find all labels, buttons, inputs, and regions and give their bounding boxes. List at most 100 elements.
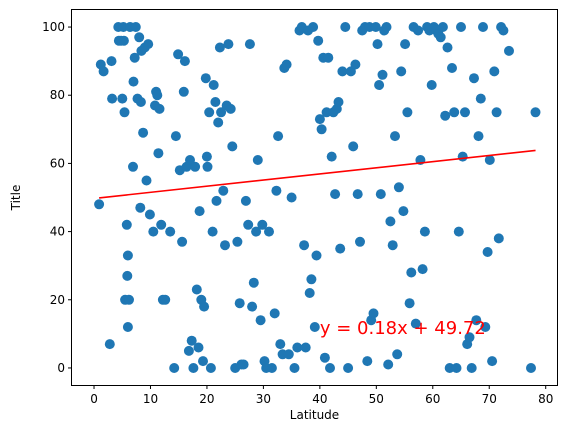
data-point — [211, 195, 222, 206]
regression-line — [99, 149, 536, 199]
data-point — [480, 322, 491, 332]
data-point — [426, 80, 437, 90]
data-point — [198, 356, 208, 367]
data-point — [122, 250, 133, 261]
data-point — [204, 107, 215, 118]
data-point — [213, 117, 224, 128]
data-point — [333, 97, 344, 107]
data-point — [368, 308, 379, 319]
data-point — [134, 32, 145, 43]
data-point — [128, 76, 139, 87]
x-tick-label: 40 — [312, 392, 327, 406]
data-point — [306, 274, 317, 285]
data-point — [152, 90, 163, 101]
y-tick-label: 100 — [42, 20, 65, 34]
y-axis-label: Title — [9, 185, 23, 212]
data-point — [190, 161, 201, 172]
data-point — [156, 219, 167, 230]
data-point — [406, 267, 417, 278]
data-point — [144, 209, 155, 220]
data-point — [348, 141, 359, 152]
data-point — [207, 226, 218, 237]
x-tick-label: 30 — [256, 392, 271, 406]
data-point — [309, 322, 320, 332]
x-tick-label: 20 — [199, 392, 214, 406]
data-point — [273, 131, 284, 142]
data-point — [457, 151, 468, 162]
data-point — [453, 226, 464, 237]
data-point — [199, 301, 210, 312]
data-point — [264, 226, 274, 237]
data-point — [325, 363, 335, 373]
data-point — [385, 216, 396, 227]
data-point — [456, 22, 466, 32]
data-point — [300, 342, 311, 353]
data-point — [281, 59, 292, 70]
data-point — [269, 308, 280, 319]
data-point — [404, 298, 415, 309]
data-point — [292, 342, 303, 353]
data-point — [130, 22, 141, 32]
x-tick-label: 50 — [369, 392, 384, 406]
x-tick-label: 10 — [143, 392, 158, 406]
data-point — [205, 363, 216, 373]
data-point — [372, 39, 383, 50]
data-point — [484, 155, 495, 165]
data-point — [124, 294, 134, 305]
data-point — [129, 52, 140, 63]
data-point — [440, 110, 451, 121]
data-point — [194, 206, 205, 217]
data-point — [238, 359, 249, 370]
data-point — [94, 199, 105, 210]
data-point — [186, 335, 197, 346]
data-point — [352, 189, 363, 200]
data-point — [118, 35, 129, 46]
data-point — [122, 270, 133, 281]
data-point — [383, 359, 394, 370]
data-point — [402, 107, 413, 118]
data-point — [370, 22, 381, 32]
data-point — [201, 151, 212, 162]
x-tick-label: 60 — [425, 392, 440, 406]
data-point — [234, 298, 245, 309]
data-point — [177, 236, 188, 247]
data-point — [396, 66, 407, 77]
data-point — [374, 80, 385, 90]
data-point — [326, 151, 337, 162]
data-point — [451, 363, 462, 373]
plot-frame — [71, 9, 558, 386]
data-point — [447, 63, 457, 73]
data-point — [487, 356, 498, 367]
data-point — [210, 97, 221, 107]
data-point — [275, 339, 286, 350]
data-point — [289, 363, 300, 373]
data-point — [400, 39, 411, 50]
data-point — [240, 195, 251, 206]
data-point — [220, 240, 230, 251]
data-point — [188, 363, 199, 373]
regression-equation: y = 0.18x + 49.72 — [320, 318, 486, 339]
data-point — [135, 97, 146, 107]
data-point — [271, 185, 282, 196]
data-point — [398, 206, 409, 217]
data-point — [169, 363, 180, 373]
data-point — [138, 127, 149, 138]
data-point — [442, 42, 453, 53]
data-point — [392, 349, 403, 360]
data-point — [466, 363, 477, 373]
data-point — [313, 35, 324, 46]
data-point — [165, 226, 176, 237]
data-point — [410, 318, 421, 329]
data-point — [154, 103, 165, 114]
data-point — [337, 66, 348, 77]
data-point — [504, 45, 514, 56]
data-point — [330, 189, 341, 200]
data-point — [193, 342, 204, 353]
data-point — [122, 322, 133, 332]
data-point — [141, 175, 152, 186]
data-point — [435, 32, 446, 43]
y-tick-label: 60 — [50, 156, 65, 170]
data-point — [498, 25, 509, 36]
data-point — [323, 52, 334, 63]
data-point — [478, 22, 488, 32]
